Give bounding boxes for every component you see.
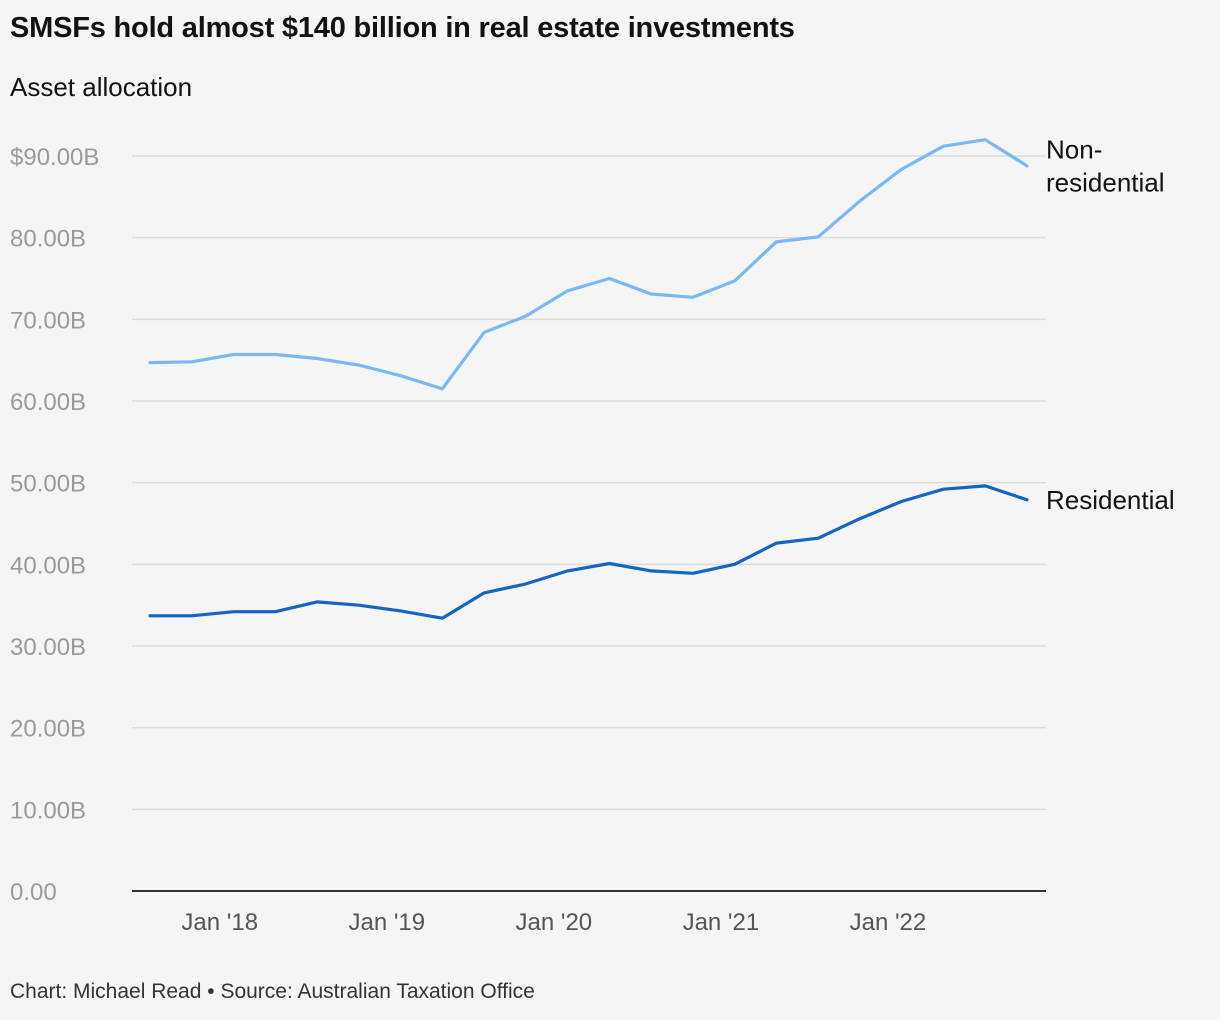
chart-subtitle: Asset allocation — [10, 72, 193, 102]
series-label-line: Non- — [1046, 134, 1102, 164]
series-line-non-residential — [148, 138, 1029, 391]
series-label-line: residential — [1046, 167, 1165, 197]
series-line-residential — [148, 484, 1029, 620]
y-tick-label: 40.00B — [10, 552, 86, 579]
y-tick-label: 50.00B — [10, 471, 86, 498]
y-axis-ticks: 0.00 10.00B 20.00B 30.00B 40.00B 50.00B 60.00B… — [10, 144, 99, 906]
y-tick-label: 80.00B — [10, 226, 86, 253]
series-label-line: Residential — [1046, 485, 1175, 515]
x-tick-label: Jan '21 — [683, 909, 760, 936]
y-tick-label: 60.00B — [10, 389, 86, 416]
series-label-non-residential: Non-residential — [1046, 134, 1165, 197]
grid-lines — [132, 155, 1046, 811]
x-tick-label: Jan '18 — [181, 909, 258, 936]
y-tick-label: 70.00B — [10, 307, 86, 334]
x-tick-label: Jan '19 — [348, 909, 425, 936]
y-tick-label: $90.00B — [10, 144, 99, 171]
x-tick-label: Jan '22 — [850, 909, 927, 936]
y-tick-label: 10.00B — [10, 797, 86, 824]
chart-title: SMSFs hold almost $140 billion in real e… — [10, 12, 795, 44]
y-tick-label: 20.00B — [10, 716, 86, 743]
chart-credit: Chart: Michael Read • Source: Australian… — [10, 980, 535, 1003]
y-tick-label: 30.00B — [10, 634, 86, 661]
x-tick-label: Jan '20 — [516, 909, 593, 936]
series-labels: Non-residential Residential — [1046, 134, 1175, 515]
x-axis-ticks: Jan '18 Jan '19 Jan '20 Jan '21 Jan '22 — [181, 909, 926, 936]
series-label-residential: Residential — [1046, 485, 1175, 515]
y-tick-label: 0.00 — [10, 879, 57, 906]
series-lines — [148, 138, 1029, 620]
